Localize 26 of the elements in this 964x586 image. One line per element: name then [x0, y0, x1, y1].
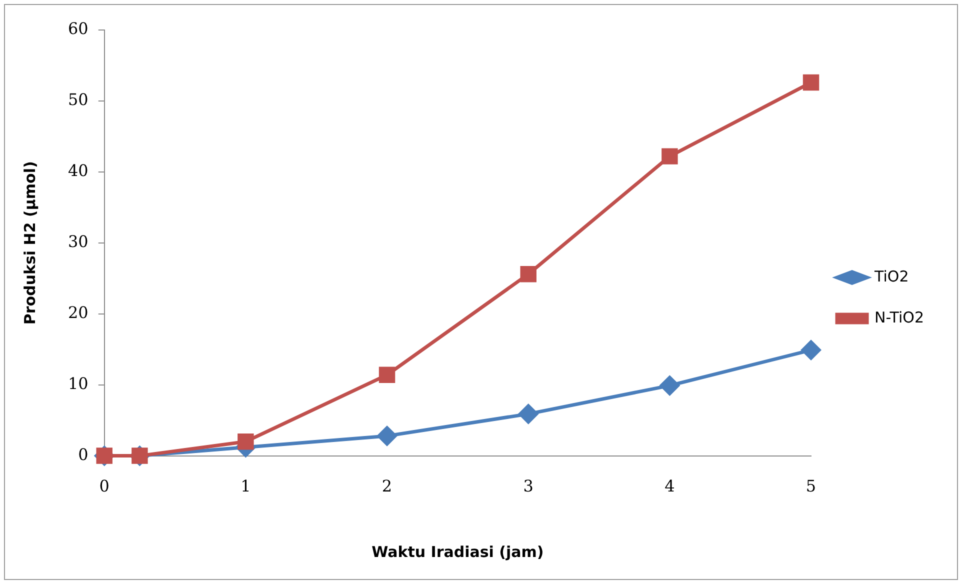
- point: [662, 148, 678, 164]
- x-tick-label: 1: [240, 476, 251, 496]
- point: [518, 404, 538, 424]
- y-tick-label: 40: [68, 161, 88, 180]
- legend-label: TiO2: [874, 267, 909, 286]
- y-tick-label: 60: [68, 19, 88, 38]
- point: [801, 340, 821, 360]
- point: [377, 426, 397, 446]
- y-tick-label: 30: [68, 232, 88, 252]
- x-tick-label: 0: [99, 476, 110, 496]
- y-tick-label: 0: [78, 444, 88, 464]
- x-tick-label: 3: [523, 476, 534, 496]
- legend-label: N-TiO2: [874, 308, 924, 326]
- point: [378, 366, 396, 384]
- x-tick-label: 5: [806, 476, 816, 496]
- x-axis-title: Waktu Iradiasi (jam): [372, 542, 544, 561]
- point: [660, 376, 680, 396]
- x-tick-label: 2: [382, 476, 392, 496]
- point: [238, 433, 254, 450]
- x-tick-label: 4: [664, 476, 675, 496]
- y-tick-label: 50: [68, 90, 88, 110]
- point: [520, 266, 536, 282]
- y-tick-label: 20: [68, 303, 88, 322]
- y-tick-label: 10: [68, 374, 88, 393]
- point: [802, 74, 820, 91]
- y-axis-title: Produksi H2 (µmol): [20, 161, 39, 325]
